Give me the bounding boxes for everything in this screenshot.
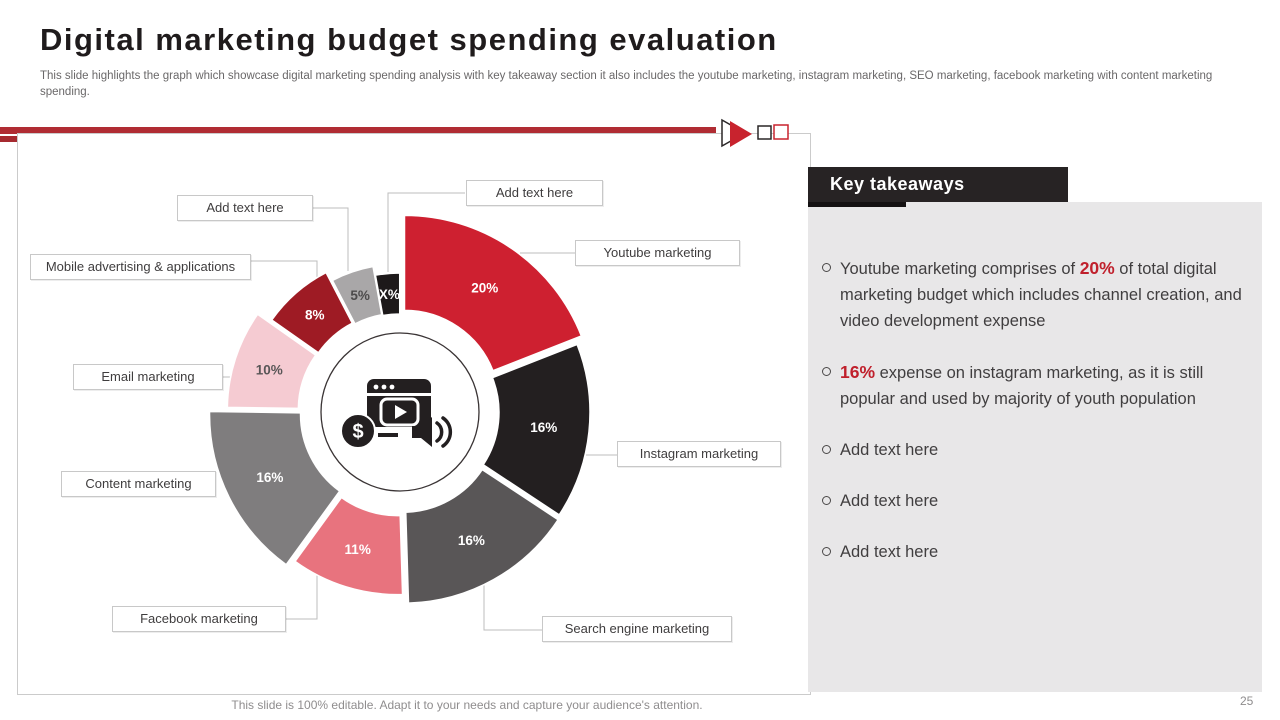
takeaway-placeholder-item[interactable]: Add text here (822, 488, 1250, 514)
bullet-circle-icon (822, 547, 831, 556)
slice-value-label-8: X% (379, 287, 400, 302)
key-takeaways-header: Key takeaways (808, 167, 1068, 202)
takeaway-text: Add text here (840, 488, 938, 514)
slice-value-label-0: 20% (471, 281, 498, 296)
callout-search-engine-marketing[interactable]: Search engine marketing (542, 616, 732, 642)
takeaway-highlight-value: 20% (1079, 258, 1115, 278)
donut-slice-7[interactable] (331, 265, 383, 325)
donut-slice-0[interactable] (403, 214, 583, 372)
callout-email-marketing[interactable]: Email marketing (73, 364, 223, 390)
donut-slice-1[interactable] (482, 343, 591, 516)
takeaway-text: 16% expense on instagram marketing, as i… (840, 359, 1245, 412)
callout-add-text-left[interactable]: Add text here (177, 195, 313, 221)
divider-marker-icons (721, 118, 789, 148)
donut-slice-4[interactable] (208, 410, 341, 566)
footer-note: This slide is 100% editable. Adapt it to… (231, 698, 703, 712)
callout-youtube-marketing[interactable]: Youtube marketing (575, 240, 740, 266)
takeaway-run: Add text here (840, 543, 939, 561)
video-marketing-money-icon: $ (340, 379, 453, 449)
red-divider-bar (0, 127, 716, 134)
slice-value-label-6: 8% (305, 307, 325, 322)
bullet-circle-icon (822, 496, 831, 505)
donut-slice-8[interactable] (374, 272, 401, 317)
play-red-icon (730, 121, 752, 147)
square-dark-icon (757, 125, 772, 140)
takeaway-text: Add text here (840, 437, 938, 463)
callout-add-text-right[interactable]: Add text here (466, 180, 603, 206)
square-red-icon (773, 124, 789, 140)
takeaway-run: Add text here (840, 441, 939, 459)
page-number: 25 (1240, 694, 1254, 708)
icon-shape (389, 384, 395, 390)
takeaways-list: Youtube marketing comprises of 20% of to… (808, 255, 1262, 590)
bullet-circle-icon (822, 445, 831, 454)
callout-instagram-marketing[interactable]: Instagram marketing (617, 441, 781, 467)
takeaway-run: of total digital marketing budget which … (840, 260, 1242, 330)
callout-mobile-advertising[interactable]: Mobile advertising & applications (30, 254, 251, 280)
icon-shape (373, 384, 379, 390)
dollar-sign-icon: $ (352, 421, 363, 443)
icon-shape (340, 413, 376, 449)
slice-value-label-3: 11% (345, 542, 371, 557)
callout-connector-line (313, 207, 349, 271)
callout-connector-line (483, 584, 542, 631)
slide-description: This slide highlights the graph which sh… (40, 70, 1213, 99)
takeaway-highlight-value: 16% (840, 362, 876, 382)
slice-value-label-5: 10% (256, 363, 283, 378)
callout-facebook-marketing[interactable]: Facebook marketing (112, 606, 286, 632)
takeaway-text: Youtube marketing comprises of 20% of to… (840, 255, 1245, 334)
takeaway-placeholder-item[interactable]: Add text here (822, 437, 1250, 463)
takeaway-item: 16% expense on instagram marketing, as i… (822, 359, 1250, 412)
slice-value-label-1: 16% (530, 420, 557, 435)
takeaway-run: Add text here (840, 492, 939, 510)
slice-value-label-2: 16% (458, 533, 485, 548)
callout-connector-line (251, 260, 318, 280)
donut-slice-2[interactable] (404, 468, 560, 604)
icon-shape (378, 433, 398, 437)
icon-shape (367, 393, 431, 396)
icon-shape (381, 384, 387, 390)
icon-shape (395, 405, 407, 419)
callout-connector-line (387, 192, 465, 272)
key-takeaways-title: Key takeaways (830, 174, 965, 194)
bullet-circle-icon (822, 367, 831, 376)
takeaway-placeholder-item[interactable]: Add text here (822, 539, 1250, 565)
key-takeaways-panel (808, 202, 1262, 692)
icon-shape (435, 421, 444, 443)
bullet-circle-icon (822, 263, 831, 272)
slice-value-label-4: 16% (256, 470, 283, 485)
icon-shape (412, 417, 432, 447)
takeaway-run: Youtube marketing comprises of (840, 260, 1080, 278)
icon-shape (441, 416, 453, 448)
callout-connector-line (286, 566, 318, 620)
donut-slice-6[interactable] (270, 271, 354, 354)
page-title: Digital marketing budget spending evalua… (40, 22, 778, 57)
donut-slice-3[interactable] (294, 496, 404, 596)
takeaway-text: Add text here (840, 539, 938, 565)
takeaway-run: expense on instagram marketing, as it is… (840, 364, 1204, 408)
callout-content-marketing[interactable]: Content marketing (61, 471, 216, 497)
donut-slice-5[interactable] (226, 313, 317, 410)
takeaway-item: Youtube marketing comprises of 20% of to… (822, 255, 1250, 334)
header-underline (808, 202, 906, 207)
slice-value-label-7: 5% (350, 288, 370, 303)
